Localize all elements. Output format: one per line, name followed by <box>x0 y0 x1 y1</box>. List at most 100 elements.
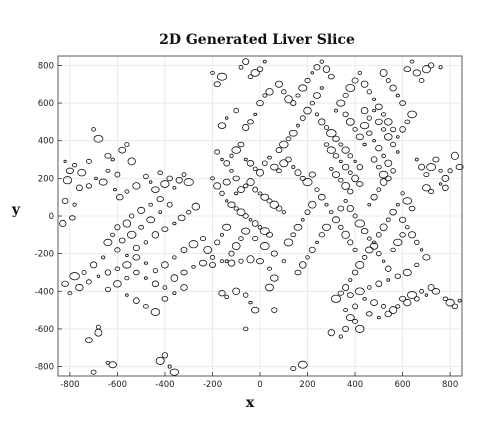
data-point <box>438 168 443 173</box>
data-point <box>338 159 343 164</box>
data-point <box>428 188 435 195</box>
data-point <box>227 201 236 208</box>
data-point <box>114 171 121 178</box>
data-point <box>346 205 354 212</box>
data-point <box>238 64 244 70</box>
data-point <box>424 293 429 297</box>
data-point <box>247 74 254 79</box>
x-tick-label: -600 <box>108 380 127 390</box>
data-point <box>362 296 367 301</box>
data-point <box>232 287 241 296</box>
data-point <box>381 153 386 158</box>
data-point <box>242 292 249 298</box>
data-point <box>366 236 372 241</box>
data-point <box>96 274 101 278</box>
data-point <box>108 361 117 369</box>
data-point <box>346 292 354 298</box>
data-point <box>151 280 159 288</box>
data-point <box>124 142 130 147</box>
data-point <box>158 210 163 215</box>
data-point <box>351 77 359 84</box>
data-point <box>326 129 337 138</box>
data-point <box>161 261 169 269</box>
data-point <box>342 163 350 171</box>
data-point <box>214 239 221 246</box>
data-point <box>89 261 98 269</box>
data-point <box>214 149 221 155</box>
data-point <box>233 206 239 211</box>
data-point <box>150 308 161 316</box>
data-point <box>219 190 225 196</box>
data-point <box>104 152 112 159</box>
data-point <box>303 106 312 115</box>
data-point <box>81 270 87 275</box>
data-point <box>110 232 116 237</box>
data-point <box>360 228 369 235</box>
data-point <box>288 129 298 137</box>
data-point <box>438 182 443 186</box>
data-point <box>408 205 416 212</box>
data-point <box>337 290 344 296</box>
data-point <box>281 259 287 264</box>
data-point <box>161 352 169 359</box>
data-point <box>104 286 111 293</box>
data-point <box>296 123 300 128</box>
data-point <box>297 360 308 369</box>
data-point <box>279 140 289 149</box>
data-point <box>110 157 115 162</box>
data-point <box>198 259 208 267</box>
data-point <box>124 275 130 281</box>
x-tick-label: -800 <box>60 380 79 390</box>
data-point <box>369 242 379 250</box>
data-point <box>252 166 258 172</box>
data-point <box>63 159 67 163</box>
data-point <box>143 261 148 265</box>
data-point <box>161 226 169 232</box>
data-point <box>65 167 74 174</box>
data-point <box>393 238 403 247</box>
data-point <box>285 156 292 163</box>
data-point <box>302 178 313 187</box>
data-point <box>323 142 330 147</box>
data-point <box>390 141 397 148</box>
axis-ticks: -800 -600 -400 -200 0 200 400 600 800 -800 -600 -40… <box>35 61 459 390</box>
data-point <box>381 112 387 117</box>
chart-title: 2D Generated Liver Slice <box>159 32 355 48</box>
data-point <box>275 205 283 212</box>
data-point <box>455 164 464 171</box>
data-point <box>219 259 225 264</box>
data-point <box>399 232 406 238</box>
data-point <box>180 284 188 291</box>
data-point <box>220 232 224 237</box>
data-point <box>343 198 348 203</box>
x-tick-label: 0 <box>257 380 262 390</box>
data-point <box>442 184 449 191</box>
y-axis-label: y <box>11 202 21 218</box>
data-point <box>314 187 320 192</box>
data-point <box>351 174 359 183</box>
data-point <box>412 69 421 77</box>
data-point <box>421 65 431 74</box>
data-point <box>422 184 431 192</box>
data-point <box>299 261 307 269</box>
data-point <box>218 290 226 297</box>
data-point <box>85 183 93 189</box>
data-point <box>94 176 98 181</box>
data-point <box>181 172 187 177</box>
data-point <box>352 303 359 310</box>
data-point <box>407 110 417 119</box>
data-point <box>167 364 172 369</box>
data-point <box>313 64 321 71</box>
data-point <box>148 180 153 184</box>
data-point <box>327 73 335 80</box>
data-point <box>332 153 340 159</box>
data-point <box>71 163 78 168</box>
data-point <box>319 86 324 90</box>
data-point <box>265 88 274 96</box>
data-point <box>355 260 365 269</box>
x-tick-label: 200 <box>299 380 315 390</box>
data-point <box>379 68 388 77</box>
data-point <box>367 285 372 290</box>
data-point <box>384 133 393 141</box>
data-point <box>252 186 259 193</box>
